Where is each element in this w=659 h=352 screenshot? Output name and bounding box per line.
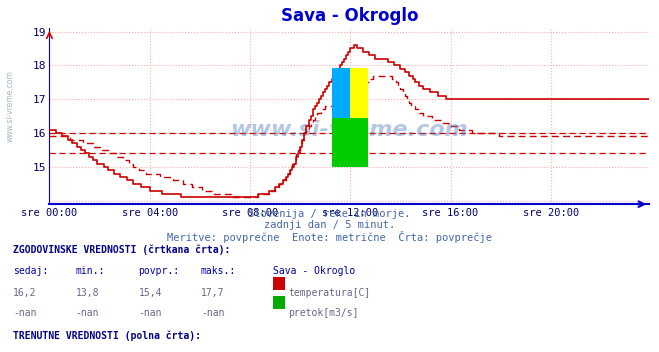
Text: www.si-vreme.com: www.si-vreme.com (5, 70, 14, 142)
Text: temperatura[C]: temperatura[C] (288, 288, 370, 298)
Text: -nan: -nan (201, 308, 225, 318)
Text: Sava - Okroglo: Sava - Okroglo (273, 266, 356, 276)
Bar (332, 68, 351, 167)
Text: Meritve: povprečne  Enote: metrične  Črta: povprečje: Meritve: povprečne Enote: metrične Črta:… (167, 231, 492, 243)
Text: min.:: min.: (76, 266, 105, 276)
Title: Sava - Okroglo: Sava - Okroglo (281, 7, 418, 25)
Text: pretok[m3/s]: pretok[m3/s] (288, 308, 358, 318)
Text: Slovenija / reke in morje.: Slovenija / reke in morje. (248, 209, 411, 219)
Bar (332, 118, 368, 167)
Text: -nan: -nan (76, 308, 100, 318)
Text: 17,7: 17,7 (201, 288, 225, 298)
Text: zadnji dan / 5 minut.: zadnji dan / 5 minut. (264, 220, 395, 230)
Text: -nan: -nan (138, 308, 162, 318)
Text: maks.:: maks.: (201, 266, 236, 276)
Text: 13,8: 13,8 (76, 288, 100, 298)
Bar (351, 68, 368, 167)
Text: ZGODOVINSKE VREDNOSTI (črtkana črta):: ZGODOVINSKE VREDNOSTI (črtkana črta): (13, 245, 231, 255)
Text: www.si-vreme.com: www.si-vreme.com (231, 120, 468, 140)
Text: TRENUTNE VREDNOSTI (polna črta):: TRENUTNE VREDNOSTI (polna črta): (13, 331, 201, 341)
Text: povpr.:: povpr.: (138, 266, 179, 276)
Text: 15,4: 15,4 (138, 288, 162, 298)
Text: sedaj:: sedaj: (13, 266, 48, 276)
Text: 16,2: 16,2 (13, 288, 37, 298)
Text: -nan: -nan (13, 308, 37, 318)
